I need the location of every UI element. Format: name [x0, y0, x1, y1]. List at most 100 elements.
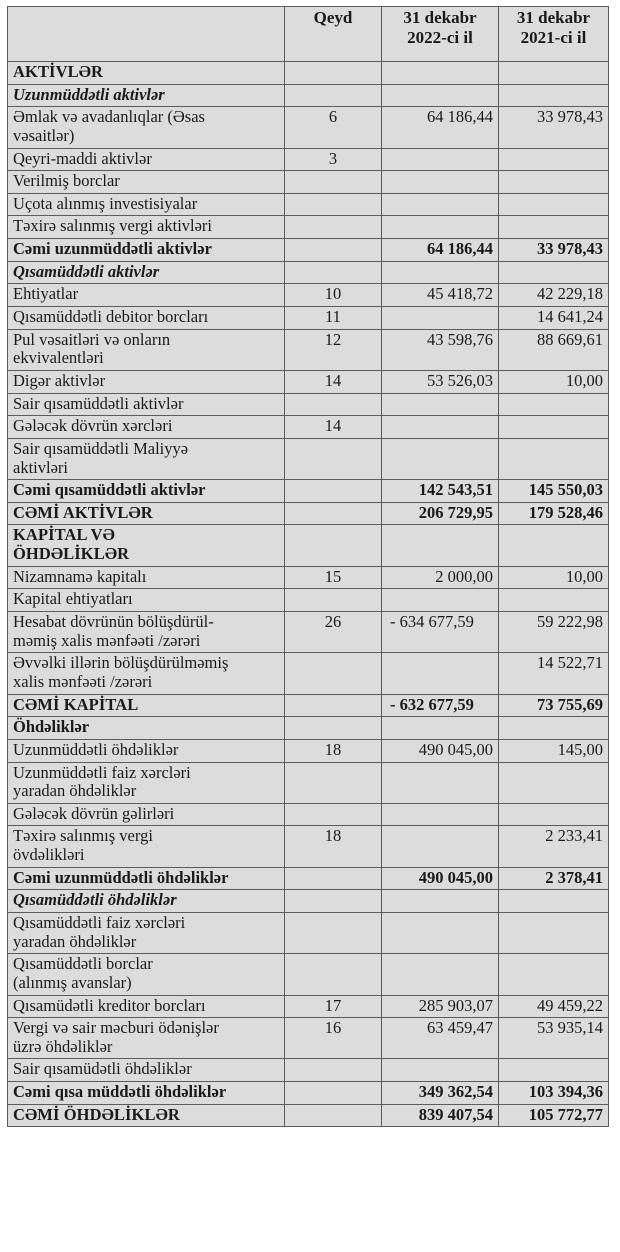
- row-label-cell: Qısamüddətli faiz xərcləri yaradan öhdəl…: [7, 911, 285, 955]
- row-value-2021: 145,00: [498, 738, 609, 763]
- row-value-2021: 103 394,36: [498, 1081, 609, 1105]
- row-value-2022: - 634 677,59: [381, 611, 499, 654]
- row-label-text: Qısamüdətli kreditor borcları: [13, 995, 206, 1015]
- table-row: Sair qısamüdətli öhdəliklər: [7, 1058, 609, 1083]
- row-label-text: Uzunmüddətli aktivlər: [13, 84, 165, 104]
- row-value-2022: [381, 1058, 499, 1083]
- header-cell-year-2021: 31 dekabr 2021-ci il: [498, 6, 609, 62]
- table-row: Verilmiş borclar: [7, 170, 609, 194]
- table-row: Qısamüddətli öhdəliklər: [7, 889, 609, 913]
- table-row: Cəmi qısamüddətli aktivlər 142 543,51 145 …: [7, 479, 609, 503]
- table-row: Nizamnamə kapitalı 15 2 000,00 10,00: [7, 565, 609, 590]
- row-label-text: CƏMİ KAPİTAL: [13, 694, 139, 714]
- row-value-2022: [381, 716, 499, 740]
- row-value-2022: 53 526,03: [381, 369, 499, 394]
- table-row: Əmlak və avadanlıqlar (Əsas vəsaitlər) 6 6…: [7, 106, 609, 149]
- row-value-2022: 490 045,00: [381, 866, 499, 891]
- row-label-text: Qeyri-maddi aktivlər: [13, 148, 152, 168]
- row-note-cell: [284, 1103, 382, 1128]
- row-note-cell: 18: [284, 738, 382, 763]
- row-note-cell: 26: [284, 611, 382, 654]
- row-label-text: CƏMİ ÖHDƏLİKLƏR: [13, 1104, 180, 1124]
- row-note-cell: 17: [284, 994, 382, 1019]
- row-label-text: Ehtiyatlar: [13, 284, 79, 304]
- row-note-cell: [284, 652, 382, 695]
- row-label-cell: Kapital ehtiyatları: [7, 588, 285, 613]
- row-label-text: Cəmi uzunmüddətli öhdəliklər: [13, 867, 229, 887]
- row-label-cell: Gələcək dövrün xərcləri: [7, 415, 285, 439]
- row-value-2021: 2 378,41: [498, 866, 609, 891]
- row-label-text: Kapital ehtiyatları: [13, 589, 133, 609]
- row-note-cell: 10: [284, 283, 382, 308]
- row-label-text: Sair qısamüdətli öhdəliklər: [13, 1059, 192, 1079]
- row-label-cell: Uzunmüddətli öhdəliklər: [7, 738, 285, 763]
- row-value-2022: [381, 652, 499, 695]
- row-value-2022: 2 000,00: [381, 565, 499, 590]
- header-2021-line2: 2021-ci il: [520, 28, 587, 48]
- row-value-2022: [381, 392, 499, 417]
- row-label-cell: Cəmi qısa müddətli öhdəliklər: [7, 1081, 285, 1105]
- row-label-cell: Əmlak və avadanlıqlar (Əsas vəsaitlər): [7, 106, 285, 149]
- row-label-cell: Verilmiş borclar: [7, 170, 285, 194]
- row-label-cell: Uzunmüddətli faiz xərcləri yaradan öhdəl…: [7, 761, 285, 804]
- row-value-2021: 73 755,69: [498, 693, 609, 718]
- row-note-cell: [284, 501, 382, 526]
- table-row: Gələcək dövrün xərcləri 14: [7, 415, 609, 439]
- row-value-2021: [498, 437, 609, 481]
- row-label-cell: Cəmi uzunmüddətli aktivlər: [7, 238, 285, 262]
- header-2022-line2: 2022-ci il: [407, 28, 473, 48]
- row-value-2022: [381, 415, 499, 439]
- row-label-cell: CƏMİ ÖHDƏLİKLƏR: [7, 1103, 285, 1128]
- table-row: Uzunmüddətli öhdəliklər 18 490 045,00 145,0…: [7, 738, 609, 763]
- row-note-cell: [284, 238, 382, 262]
- row-note-cell: [284, 260, 382, 285]
- row-value-2021: 14 641,24: [498, 306, 609, 330]
- row-label-text: Gələcək dövrün gəlirləri: [13, 803, 175, 823]
- row-label-text: Nizamnamə kapitalı: [13, 566, 147, 586]
- row-value-2022: [381, 761, 499, 804]
- table-row: Əvvəlki illərin bölüşdürülməmiş xalis mə…: [7, 652, 609, 695]
- table-row: Gələcək dövrün gəlirləri: [7, 802, 609, 827]
- table-row: Cəmi qısa müddətli öhdəliklər 349 362,54 1…: [7, 1081, 609, 1105]
- row-note-cell: [284, 170, 382, 194]
- row-value-2021: 145 550,03: [498, 479, 609, 503]
- row-label-cell: Sair qısamüdətli öhdəliklər: [7, 1058, 285, 1083]
- row-value-2021: [498, 524, 609, 567]
- table-row: Qısamüddətli aktivlər: [7, 260, 609, 285]
- row-label-cell: Qısamüddətli aktivlər: [7, 260, 285, 285]
- row-value-2021: [498, 716, 609, 740]
- table-row: Qısamüddətli borclar (alınmış avanslar): [7, 953, 609, 996]
- balance-sheet-table: Qeyd 31 dekabr 2022-ci il 31 dekabr 2021…: [7, 6, 609, 1128]
- row-label-cell: Gələcək dövrün gəlirləri: [7, 802, 285, 827]
- row-label-text: Uçota alınmış investisiyalar: [13, 193, 198, 213]
- row-label-text: Qısamüddətli öhdəliklər: [13, 890, 177, 910]
- row-label-cell: Cəmi qısamüddətli aktivlər: [7, 479, 285, 503]
- row-label-text: Hesabat dövrünün bölüşdürül- məmiş xalis…: [13, 612, 214, 650]
- row-label-text: Sair qısamüddətli aktivlər: [13, 393, 184, 413]
- row-label-text: Öhdəliklər: [13, 717, 90, 737]
- table-row: CƏMİ KAPİTAL - 632 677,59 73 755,69: [7, 693, 609, 718]
- row-label-text: CƏMİ AKTİVLƏR: [13, 502, 153, 522]
- row-note-cell: [284, 1081, 382, 1105]
- row-note-cell: [284, 61, 382, 85]
- row-label-text: Pul vəsaitləri və onların ekvivalentləri: [13, 329, 171, 368]
- row-value-2021: [498, 1058, 609, 1083]
- row-label-cell: Hesabat dövrünün bölüşdürül- məmiş xalis…: [7, 611, 285, 654]
- row-value-2021: 33 978,43: [498, 238, 609, 262]
- row-label-cell: Uçota alınmış investisiyalar: [7, 192, 285, 217]
- row-label-text: KAPİTAL VƏ ÖHDƏLİKLƏR: [13, 525, 130, 564]
- header-row: Qeyd 31 dekabr 2022-ci il 31 dekabr 2021…: [7, 6, 609, 62]
- row-label-cell: CƏMİ AKTİVLƏR: [7, 501, 285, 526]
- row-value-2021: 179 528,46: [498, 501, 609, 526]
- row-note-cell: 15: [284, 565, 382, 590]
- row-value-2021: [498, 61, 609, 85]
- row-label-cell: Qısamüddətli debitor borcları: [7, 306, 285, 330]
- row-value-2022: [381, 192, 499, 217]
- table-row: Öhdəliklər: [7, 716, 609, 740]
- table-row: Cəmi uzunmüddətli aktivlər 64 186,44 33 97…: [7, 238, 609, 262]
- table-row: Kapital ehtiyatları: [7, 588, 609, 613]
- table-row: Təxirə salınmış vergi aktivləri: [7, 215, 609, 240]
- row-label-cell: Nizamnamə kapitalı: [7, 565, 285, 590]
- row-value-2022: 64 186,44: [381, 238, 499, 262]
- row-label-text: Qısamüddətli aktivlər: [13, 261, 160, 281]
